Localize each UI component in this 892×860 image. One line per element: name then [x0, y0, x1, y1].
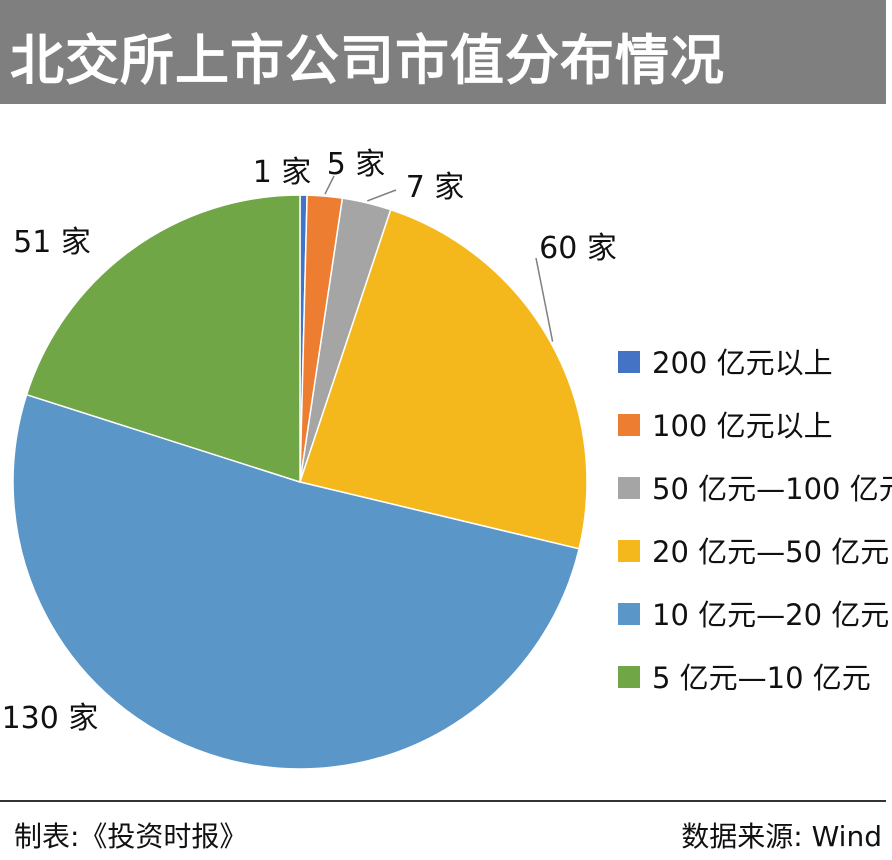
slice-label: 7 家	[406, 170, 465, 205]
legend-swatch	[618, 540, 640, 562]
footer-divider	[0, 800, 886, 802]
pie-slice	[299, 208, 588, 550]
legend-label: 5 亿元—10 亿元	[652, 661, 871, 695]
slice-leader-line	[367, 189, 397, 202]
pie-slice	[25, 194, 301, 484]
slice-label: 51 家	[13, 225, 91, 260]
legend-label: 100 亿元以上	[652, 409, 833, 443]
legend-label: 10 亿元—20 亿元	[652, 598, 889, 632]
legend-label: 200 亿元以上	[652, 346, 833, 380]
title-bar: 北交所上市公司市值分布情况	[0, 0, 886, 104]
legend-swatch	[618, 477, 640, 499]
legend-label: 20 亿元—50 亿元	[652, 535, 889, 569]
slice-label: 130 家	[2, 701, 99, 736]
chart-title: 北交所上市公司市值分布情况	[10, 29, 725, 92]
slice-leader-line	[535, 257, 554, 342]
slice-leader-line	[324, 175, 335, 195]
legend-swatch	[618, 351, 640, 373]
legend-swatch	[618, 603, 640, 625]
slice-label: 1 家	[253, 155, 312, 190]
pie-chart: 1 家 5 家 7 家 60 家 130 家 51 家 200 亿元以上 100 亿元以上 5…	[2, 147, 892, 770]
slice-label: 5 家	[327, 147, 386, 182]
slice-label: 60 家	[539, 231, 617, 266]
footer-made-by: 制表:《投资时报》	[14, 820, 248, 853]
legend-label: 50 亿元—100 亿元	[652, 472, 892, 506]
footer-source: 数据来源: Wind	[681, 820, 882, 853]
legend-swatch	[618, 414, 640, 436]
legend-swatch	[618, 666, 640, 688]
pie-slice	[12, 393, 581, 770]
